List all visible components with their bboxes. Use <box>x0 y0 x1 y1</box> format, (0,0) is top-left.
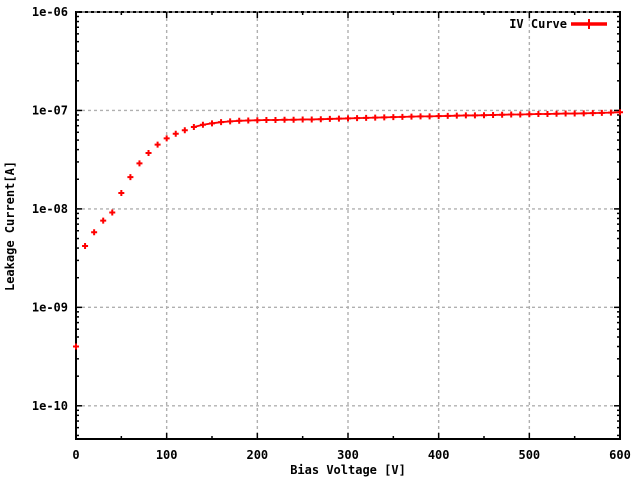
x-tick-label: 0 <box>72 448 79 462</box>
x-tick-label: 600 <box>609 448 631 462</box>
axis-ticks <box>75 11 621 439</box>
x-axis-title: Bias Voltage [V] <box>290 463 406 477</box>
x-tick-label: 400 <box>428 448 450 462</box>
y-tick-label: 1e-10 <box>32 399 68 413</box>
x-tick-label: 200 <box>246 448 268 462</box>
x-tick-label: 100 <box>156 448 178 462</box>
y-tick-label: 1e-09 <box>32 300 68 314</box>
grid-lines <box>76 11 620 439</box>
legend-line-sample <box>571 19 607 29</box>
x-tick-label: 500 <box>518 448 540 462</box>
y-tick-label: 1e-06 <box>32 5 68 19</box>
iv-curve-series <box>73 109 623 350</box>
y-tick-labels: 1e-10 1e-09 1e-08 1e-07 1e-06 <box>32 5 68 413</box>
x-tick-label: 300 <box>337 448 359 462</box>
y-tick-label: 1e-08 <box>32 202 68 216</box>
y-axis-title: Leakage Current[A] <box>3 160 17 292</box>
plus-markers <box>73 109 623 350</box>
legend-label: IV Curve <box>509 17 567 31</box>
x-tick-labels: 0 100 200 300 400 500 600 <box>72 448 630 462</box>
y-tick-label: 1e-07 <box>32 103 68 117</box>
